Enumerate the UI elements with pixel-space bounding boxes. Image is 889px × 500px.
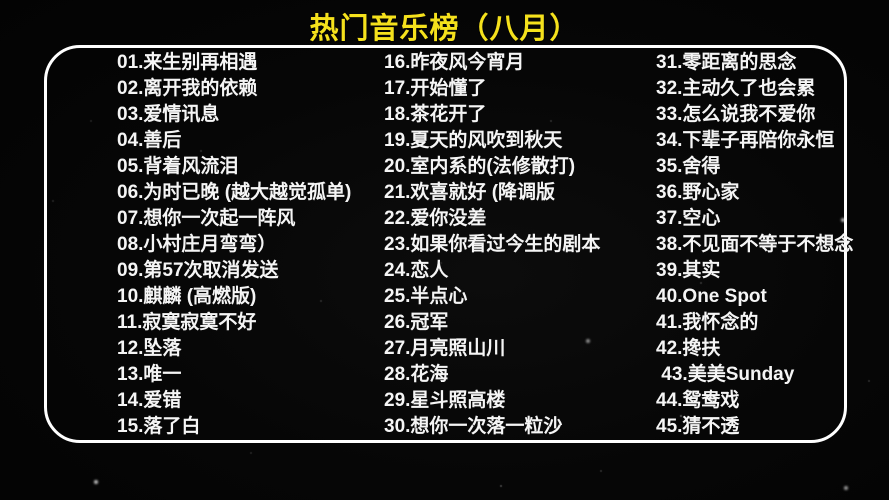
- song-item: 37.空心: [656, 208, 721, 229]
- song-item: 26.冠军: [384, 312, 449, 333]
- song-item: 22.爱你没差: [384, 208, 487, 229]
- song-item: 16.昨夜风今宵月: [384, 52, 525, 73]
- song-item: 08.小村庄月弯弯）: [117, 234, 277, 255]
- song-item: 45.猜不透: [656, 416, 740, 437]
- song-item: 10.麒麟 (高燃版): [117, 286, 257, 307]
- song-item: 33.怎么说我不爱你: [656, 104, 816, 125]
- song-column-3: 31.零距离的思念 32.主动久了也会累 33.怎么说我不爱你 34.下辈子再陪你永恒…: [656, 50, 853, 440]
- song-item: 23.如果你看过今生的剧本: [384, 234, 601, 255]
- song-item: 41.我怀念的: [656, 312, 759, 333]
- starfield-decoration: [0, 0, 2, 2]
- song-item: 31.零距离的思念: [656, 52, 797, 73]
- song-item: 11.寂寞寂寞不好: [117, 312, 257, 333]
- song-item: 36.野心家: [656, 182, 740, 203]
- song-item: 02.离开我的依赖: [117, 78, 258, 99]
- song-item: 13.唯一: [117, 364, 182, 385]
- song-item: 19.夏天的风吹到秋天: [384, 130, 563, 151]
- song-item: 17.开始懂了: [384, 78, 487, 99]
- song-item: 24.恋人: [384, 260, 449, 281]
- song-item: 20.室内系的(法修散打): [384, 156, 576, 177]
- song-item: 15.落了白: [117, 416, 201, 437]
- song-item: 43.美美Sunday: [656, 364, 795, 385]
- song-item: 25.半点心: [384, 286, 468, 307]
- song-item: 05.背着风流泪: [117, 156, 239, 177]
- page-title: 热门音乐榜（八月）: [309, 13, 580, 45]
- song-item: 01.来生别再相遇: [117, 52, 258, 73]
- song-item: 30.想你一次落一粒沙: [384, 416, 563, 437]
- song-item: 29.星斗照高楼: [384, 390, 506, 411]
- song-item: 38.不见面不等于不想念: [656, 234, 854, 255]
- song-item: 35.舍得: [656, 156, 721, 177]
- song-item: 40.One Spot: [656, 286, 767, 307]
- song-column-1: 01.来生别再相遇 02.离开我的依赖 03.爱情讯息 04.善后 05.背着风流泪 06…: [117, 50, 351, 440]
- song-item: 27.月亮照山川: [384, 338, 506, 359]
- song-item: 42.搀扶: [656, 338, 721, 359]
- song-item: 21.欢喜就好 (降调版: [384, 182, 556, 203]
- song-column-2: 16.昨夜风今宵月 17.开始懂了 18.茶花开了 19.夏天的风吹到秋天 20.室内系…: [384, 50, 600, 440]
- song-item: 39.其实: [656, 260, 721, 281]
- song-item: 14.爱错: [117, 390, 182, 411]
- song-item: 44.鸳鸯戏: [656, 390, 740, 411]
- song-item: 32.主动久了也会累: [656, 78, 816, 99]
- song-item: 34.下辈子再陪你永恒: [656, 130, 835, 151]
- song-item: 09.第57次取消发送: [117, 260, 279, 281]
- song-item: 28.花海: [384, 364, 449, 385]
- song-item: 04.善后: [117, 130, 182, 151]
- song-item: 07.想你一次起一阵风: [117, 208, 296, 229]
- song-list-panel: 01.来生别再相遇 02.离开我的依赖 03.爱情讯息 04.善后 05.背着风流泪 06…: [44, 45, 853, 443]
- song-item: 12.坠落: [117, 338, 182, 359]
- song-item: 03.爱情讯息: [117, 104, 220, 125]
- song-item: 06.为时已晚 (越大越觉孤单): [117, 182, 352, 203]
- song-item: 18.茶花开了: [384, 104, 487, 125]
